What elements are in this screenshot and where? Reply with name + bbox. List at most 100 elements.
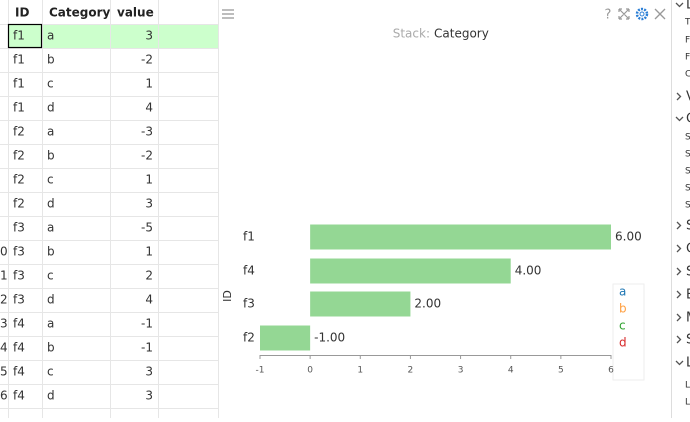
chevron-down[interactable] — [675, 360, 684, 366]
side-item[interactable]: S — [685, 201, 690, 211]
table-cell[interactable]: f4 — [13, 365, 25, 379]
table-cell[interactable]: 3 — [145, 365, 153, 379]
table-cell[interactable]: f2 — [13, 149, 25, 163]
table-cell[interactable]: d — [47, 101, 55, 115]
table-cell[interactable]: a — [47, 317, 54, 331]
side-item[interactable]: L — [685, 381, 690, 391]
table-cell[interactable]: f4 — [13, 317, 25, 331]
bar[interactable] — [310, 224, 611, 250]
table-cell[interactable]: -2 — [141, 149, 153, 163]
table-cell[interactable]: -5 — [141, 221, 153, 235]
table-cell[interactable]: f2 — [13, 173, 25, 187]
table-cell[interactable]: f1 — [13, 101, 25, 115]
table-cell[interactable]: c — [47, 77, 54, 91]
side-item[interactable]: S — [686, 219, 690, 234]
chevron-right[interactable] — [676, 267, 682, 276]
table-cell[interactable]: b — [47, 245, 55, 259]
side-item[interactable]: S — [685, 150, 690, 160]
side-item[interactable]: S — [686, 265, 690, 280]
hamburger-menu[interactable] — [222, 9, 234, 19]
bar[interactable] — [310, 258, 511, 284]
column-header[interactable]: ID — [15, 6, 29, 20]
side-item[interactable]: F — [685, 36, 690, 46]
table-cell[interactable]: f3 — [13, 221, 25, 235]
table-cell[interactable]: f1 — [13, 29, 25, 43]
table-cell[interactable]: 4 — [145, 101, 153, 115]
chevron-right[interactable] — [676, 335, 682, 344]
table-cell[interactable]: -1 — [141, 317, 153, 331]
table-cell[interactable]: f3 — [13, 269, 25, 283]
selected-row — [8, 24, 218, 48]
table-cell[interactable]: d — [47, 293, 55, 307]
value-label: 6.00 — [615, 230, 642, 244]
column-header[interactable]: value — [117, 6, 154, 20]
chevron-right[interactable] — [676, 313, 682, 322]
chevron-down[interactable] — [675, 2, 684, 8]
legend-entry[interactable]: c — [619, 319, 626, 333]
table-cell[interactable]: -2 — [141, 53, 153, 67]
y-tick-label: f2 — [243, 331, 255, 345]
table-cell[interactable]: 4 — [145, 293, 153, 307]
chevron-right[interactable] — [676, 244, 682, 253]
column-header[interactable]: Category — [49, 6, 111, 20]
table-cell[interactable]: 1 — [145, 245, 153, 259]
table-cell[interactable]: f3 — [13, 293, 25, 307]
table-cell[interactable]: b — [47, 149, 55, 163]
settings-icon[interactable] — [635, 7, 649, 21]
table-cell[interactable]: f4 — [13, 389, 25, 403]
table-cell[interactable]: f3 — [13, 245, 25, 259]
table-cell[interactable]: d — [47, 389, 55, 403]
bar[interactable] — [310, 291, 411, 317]
table-cell[interactable]: a — [47, 125, 54, 139]
chevron-down[interactable] — [675, 116, 684, 122]
table-cell[interactable]: b — [47, 53, 55, 67]
side-item[interactable]: S — [685, 133, 690, 143]
table-cell[interactable]: -3 — [141, 125, 153, 139]
table-cell[interactable]: -1 — [141, 341, 153, 355]
table-cell[interactable]: c — [47, 365, 54, 379]
side-item[interactable]: S — [685, 184, 690, 194]
bar[interactable] — [260, 325, 311, 351]
table-cell[interactable]: f4 — [13, 341, 25, 355]
side-item[interactable]: S — [686, 333, 690, 348]
table-cell[interactable]: 1 — [145, 173, 153, 187]
side-item[interactable]: C — [686, 242, 690, 257]
table-cell[interactable]: a — [47, 29, 54, 43]
side-item[interactable]: M — [686, 311, 690, 326]
side-item[interactable]: C — [685, 70, 690, 80]
legend-entry[interactable]: a — [619, 285, 626, 299]
table-cell[interactable]: 3 — [145, 29, 153, 43]
table-cell[interactable]: 3 — [145, 389, 153, 403]
table-cell[interactable]: c — [47, 173, 54, 187]
side-item[interactable]: V — [686, 90, 690, 105]
side-item[interactable]: T — [684, 18, 690, 28]
side-item[interactable]: C — [686, 112, 690, 127]
side-item[interactable]: F — [685, 53, 690, 63]
table-cell[interactable]: b — [47, 341, 55, 355]
table-cell[interactable]: f1 — [13, 77, 25, 91]
legend-entry[interactable]: d — [619, 336, 627, 350]
stack-value[interactable]: Category — [434, 27, 489, 41]
chevron-right[interactable] — [676, 221, 682, 230]
side-item[interactable]: D — [686, 0, 690, 13]
help-icon[interactable]: ? — [605, 8, 612, 23]
chevron-right[interactable] — [676, 92, 682, 101]
side-item[interactable]: B — [686, 288, 690, 303]
chevron-right[interactable] — [676, 290, 682, 299]
side-item[interactable]: L — [686, 356, 690, 371]
table-cell[interactable]: 3 — [145, 197, 153, 211]
side-item[interactable]: S — [685, 167, 690, 177]
table-cell[interactable]: f2 — [13, 197, 25, 211]
x-tick-label: 6 — [608, 366, 614, 376]
close-icon[interactable] — [654, 8, 666, 20]
expand-icon[interactable] — [618, 8, 630, 20]
legend-entry[interactable]: b — [619, 302, 627, 316]
table-cell[interactable]: 2 — [145, 269, 153, 283]
side-item[interactable]: L — [685, 398, 690, 408]
table-cell[interactable]: a — [47, 221, 54, 235]
table-cell[interactable]: 1 — [145, 77, 153, 91]
table-cell[interactable]: c — [47, 269, 54, 283]
table-cell[interactable]: f1 — [13, 53, 25, 67]
table-cell[interactable]: f2 — [13, 125, 25, 139]
table-cell[interactable]: d — [47, 197, 55, 211]
